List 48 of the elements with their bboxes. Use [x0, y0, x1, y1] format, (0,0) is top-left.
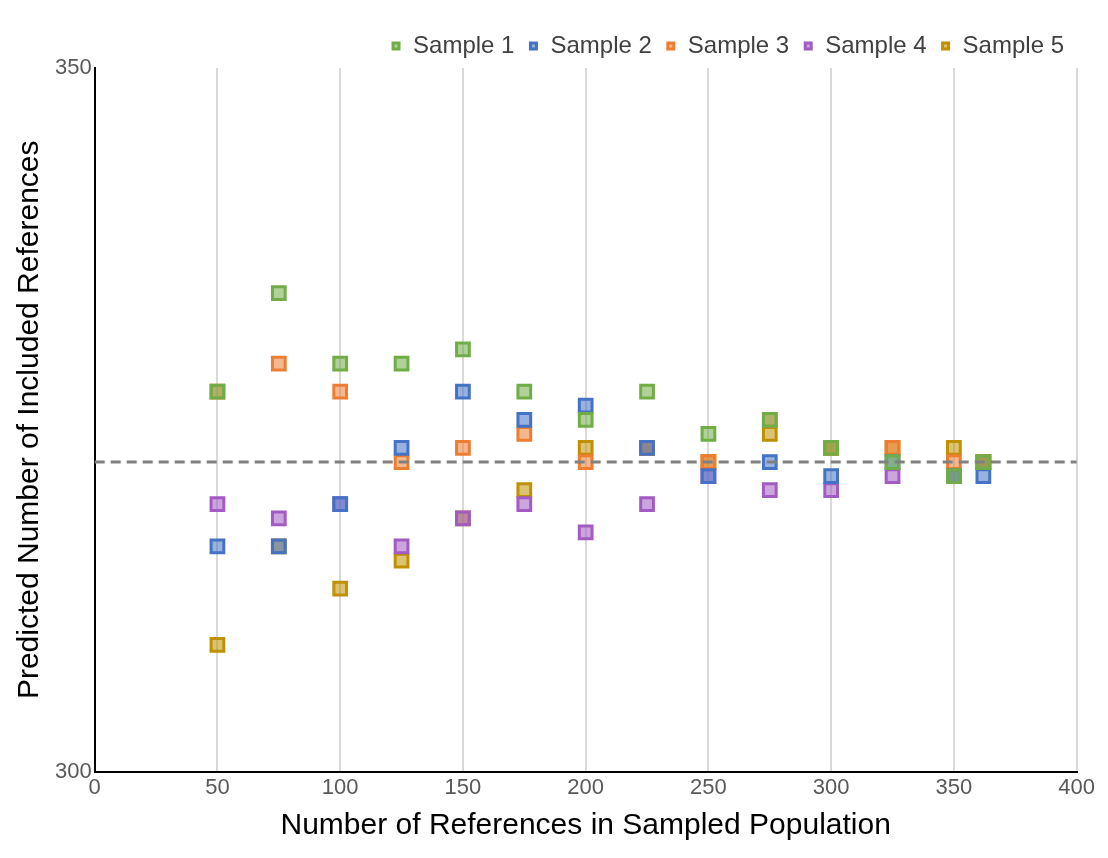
point	[639, 496, 655, 513]
point	[946, 440, 962, 456]
point	[577, 411, 594, 428]
point	[516, 496, 533, 513]
point	[761, 482, 778, 499]
point	[455, 383, 471, 400]
point	[516, 482, 533, 499]
point	[823, 468, 840, 484]
point	[823, 482, 840, 499]
point	[577, 397, 594, 414]
x-tick-label: 350	[935, 773, 973, 799]
x-tick-label: 250	[690, 773, 727, 799]
point	[332, 580, 349, 597]
point	[455, 341, 471, 358]
y-axis-title: Predicted Number of Included References	[11, 140, 45, 700]
point	[516, 426, 533, 442]
point	[270, 355, 287, 372]
x-tick-label: 300	[812, 773, 850, 799]
point	[209, 637, 226, 653]
x-tick-label: 150	[444, 773, 482, 799]
point	[975, 468, 992, 484]
point	[577, 524, 594, 541]
point	[332, 383, 349, 400]
point	[393, 538, 410, 555]
point	[761, 426, 778, 442]
x-tick-label: 100	[321, 773, 359, 799]
point	[270, 285, 287, 302]
point	[516, 411, 533, 428]
point	[209, 496, 226, 513]
x-tick-label: 400	[1058, 773, 1096, 799]
x-tick-label: 50	[205, 773, 230, 799]
point	[577, 440, 594, 456]
point	[393, 440, 410, 456]
point	[393, 355, 410, 372]
point	[639, 383, 655, 400]
legend-label: Sample 2	[550, 30, 652, 58]
legend-label: Sample 3	[687, 30, 790, 58]
legend-label: Sample 5	[962, 30, 1064, 58]
point	[516, 383, 533, 400]
legend-label: Sample 4	[825, 30, 927, 58]
point	[700, 426, 717, 442]
legend-label: Sample 1	[413, 30, 515, 58]
point	[455, 440, 471, 456]
point	[332, 355, 349, 372]
point	[270, 510, 287, 527]
point	[209, 538, 226, 555]
x-tick-label: 200	[567, 773, 605, 799]
x-axis-title: Number of References in Sampled Population	[280, 807, 891, 841]
